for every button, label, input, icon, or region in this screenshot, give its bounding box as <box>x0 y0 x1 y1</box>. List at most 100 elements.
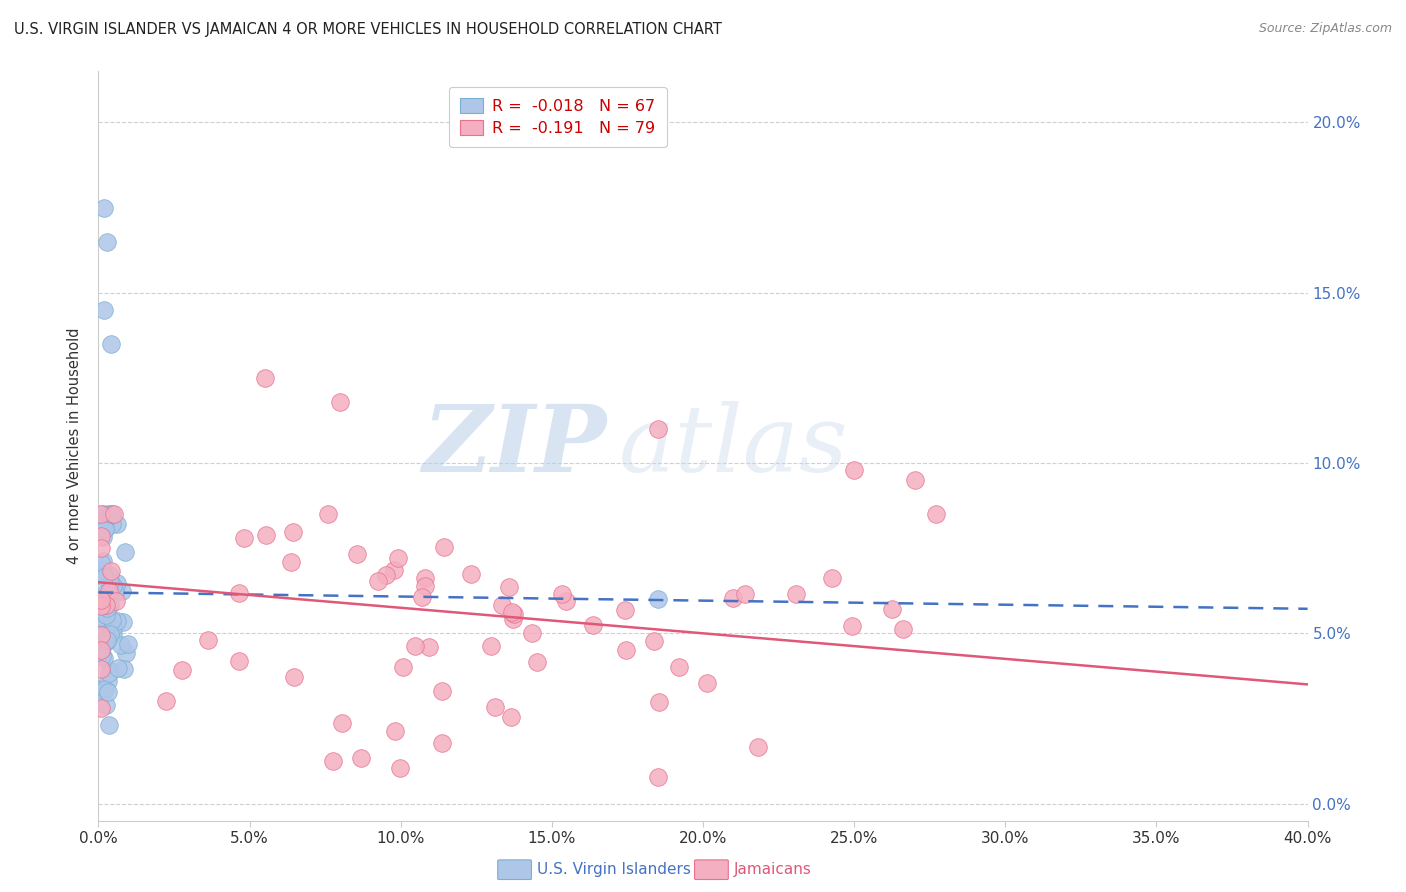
Point <box>904 473 927 487</box>
Point <box>502 612 524 626</box>
Point <box>346 547 368 561</box>
Point <box>491 599 513 613</box>
Point <box>94 698 117 712</box>
Text: U.S. Virgin Islanders: U.S. Virgin Islanders <box>537 863 690 877</box>
Point <box>94 521 117 535</box>
Point <box>281 525 304 540</box>
Point <box>404 639 426 653</box>
Point <box>734 587 756 601</box>
Point <box>105 614 128 628</box>
Point <box>283 670 305 684</box>
Y-axis label: 4 or more Vehicles in Household: 4 or more Vehicles in Household <box>67 327 83 565</box>
Point <box>882 602 904 616</box>
Point <box>101 621 124 635</box>
Point <box>668 660 690 674</box>
Legend: R =  -0.018   N = 67, R =  -0.191   N = 79: R = -0.018 N = 67, R = -0.191 N = 79 <box>449 87 666 147</box>
Point <box>197 632 219 647</box>
Point <box>94 598 117 612</box>
Point <box>90 541 112 555</box>
Point <box>94 623 117 637</box>
Point <box>844 463 866 477</box>
Point <box>501 710 523 724</box>
Point <box>91 564 114 578</box>
Point <box>91 591 114 605</box>
Point <box>384 723 406 738</box>
Point <box>389 761 412 775</box>
Point <box>101 579 124 593</box>
Point <box>924 507 946 521</box>
Point <box>93 621 115 635</box>
Point <box>89 682 111 697</box>
Point <box>90 662 112 676</box>
Point <box>100 336 122 351</box>
Point <box>96 601 118 615</box>
Point <box>100 664 122 678</box>
Point <box>105 575 128 590</box>
Point <box>350 751 373 765</box>
Point <box>891 622 914 636</box>
Point <box>432 684 454 698</box>
Point <box>554 594 576 608</box>
Point <box>387 550 409 565</box>
Point <box>89 630 111 644</box>
Point <box>94 522 117 536</box>
Point <box>90 643 112 657</box>
Point <box>101 507 124 521</box>
Point <box>112 662 135 676</box>
Point <box>105 517 128 532</box>
Point <box>93 302 115 317</box>
Point <box>110 638 132 652</box>
Point <box>322 754 344 768</box>
Point <box>100 507 122 521</box>
Point <box>155 694 177 708</box>
Point <box>392 659 415 673</box>
Point <box>104 585 127 599</box>
Point <box>647 422 669 436</box>
Point <box>93 567 115 582</box>
Text: U.S. VIRGIN ISLANDER VS JAMAICAN 4 OR MORE VEHICLES IN HOUSEHOLD CORRELATION CHA: U.S. VIRGIN ISLANDER VS JAMAICAN 4 OR MO… <box>14 22 721 37</box>
Point <box>90 592 112 607</box>
Point <box>254 527 277 541</box>
Point <box>96 633 118 648</box>
Point <box>93 586 115 600</box>
Point <box>721 591 744 605</box>
Point <box>96 628 118 642</box>
Point <box>90 644 112 658</box>
Point <box>280 556 302 570</box>
Point <box>101 613 124 627</box>
Point <box>91 554 114 568</box>
Point <box>104 594 127 608</box>
Point <box>94 589 117 603</box>
Point <box>93 516 115 530</box>
Point <box>647 592 669 607</box>
Point <box>117 637 139 651</box>
Point <box>93 650 115 665</box>
Point <box>329 394 352 409</box>
Point <box>696 676 718 690</box>
Point <box>551 587 574 601</box>
Point <box>101 626 124 640</box>
Point <box>91 507 114 521</box>
Point <box>316 507 339 521</box>
Point <box>411 590 433 604</box>
Point <box>498 580 520 594</box>
Point <box>93 635 115 649</box>
Point <box>98 627 121 641</box>
Point <box>101 517 124 532</box>
Point <box>90 507 112 521</box>
Point <box>433 540 456 554</box>
Point <box>747 739 769 754</box>
Point <box>97 718 120 732</box>
Point <box>415 571 437 585</box>
Point <box>96 607 118 622</box>
Point <box>503 607 526 621</box>
Point <box>114 544 136 558</box>
Point <box>821 571 844 585</box>
Point <box>98 569 121 583</box>
Point <box>367 574 389 588</box>
Point <box>613 603 636 617</box>
Text: Jamaicans: Jamaicans <box>734 863 811 877</box>
Point <box>90 602 112 616</box>
Point <box>97 665 120 680</box>
Point <box>97 632 120 647</box>
